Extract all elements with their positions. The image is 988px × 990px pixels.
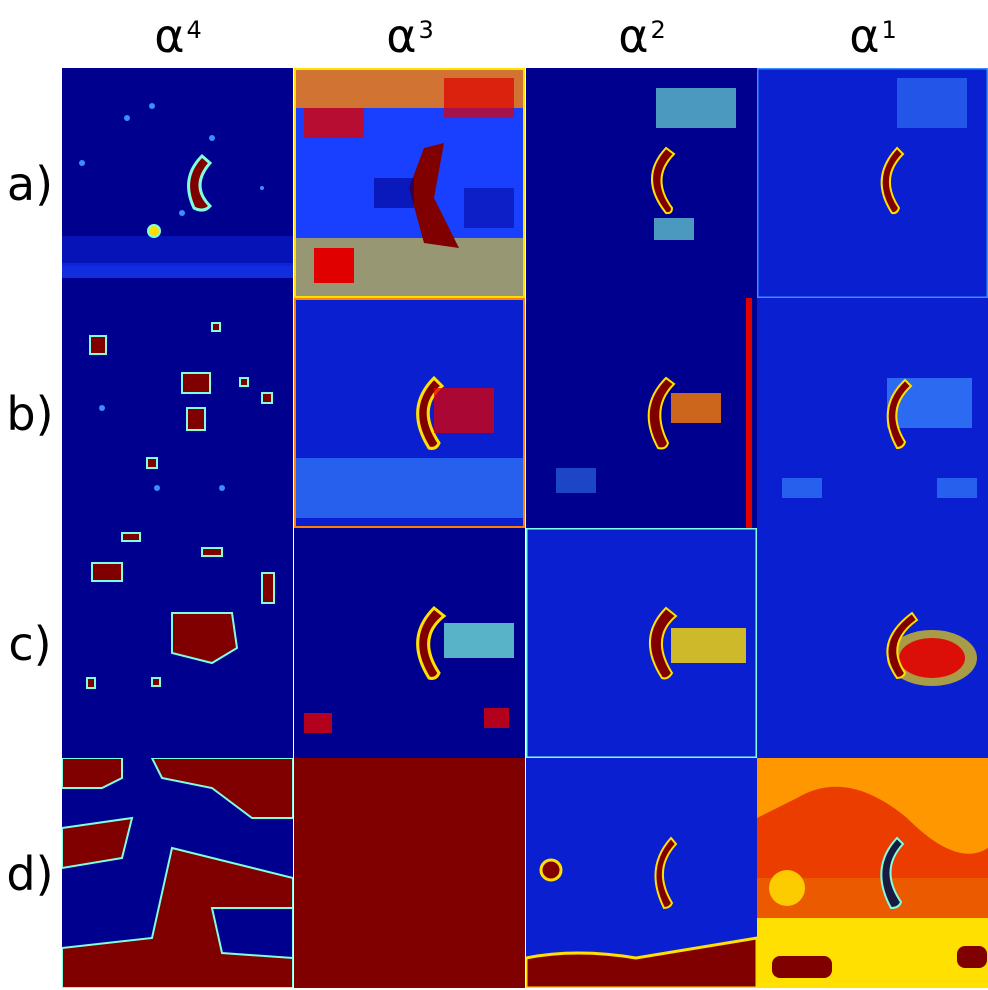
heatmap-a-alpha3 [294,68,525,298]
heatmap-a-alpha1 [757,68,988,298]
heatmap-d-alpha2 [526,758,757,988]
heatmap-b-alpha1 [757,298,988,528]
heatmap-c-alpha1 [757,528,988,758]
column-exponent: 2 [650,16,666,44]
row-label-d: d) [6,847,54,901]
column-symbol: α [386,9,417,63]
heatmap-c-alpha2 [526,528,757,758]
row-label-b: b) [6,387,54,441]
heatmap-b-alpha2 [526,298,757,528]
heatmap-b-alpha3 [294,298,525,528]
heatmap-a-alpha4 [62,68,293,298]
column-exponent: 1 [881,16,897,44]
column-symbol: α [154,9,185,63]
row-label-c: c) [8,617,52,671]
heatmap-c-alpha3 [294,528,525,758]
heatmap-d-alpha3 [294,758,525,988]
row-label-a: a) [6,157,54,211]
heatmap-d-alpha4 [62,758,293,988]
column-symbol: α [618,9,649,63]
heatmap-d-alpha1 [757,758,988,988]
column-exponent: 4 [186,16,202,44]
heatmap-a-alpha2 [526,68,757,298]
column-exponent: 3 [418,16,434,44]
heatmap-grid [62,68,988,990]
heatmap-b-alpha4 [62,298,293,528]
column-symbol: α [849,9,880,63]
heatmap-c-alpha4 [62,528,293,758]
